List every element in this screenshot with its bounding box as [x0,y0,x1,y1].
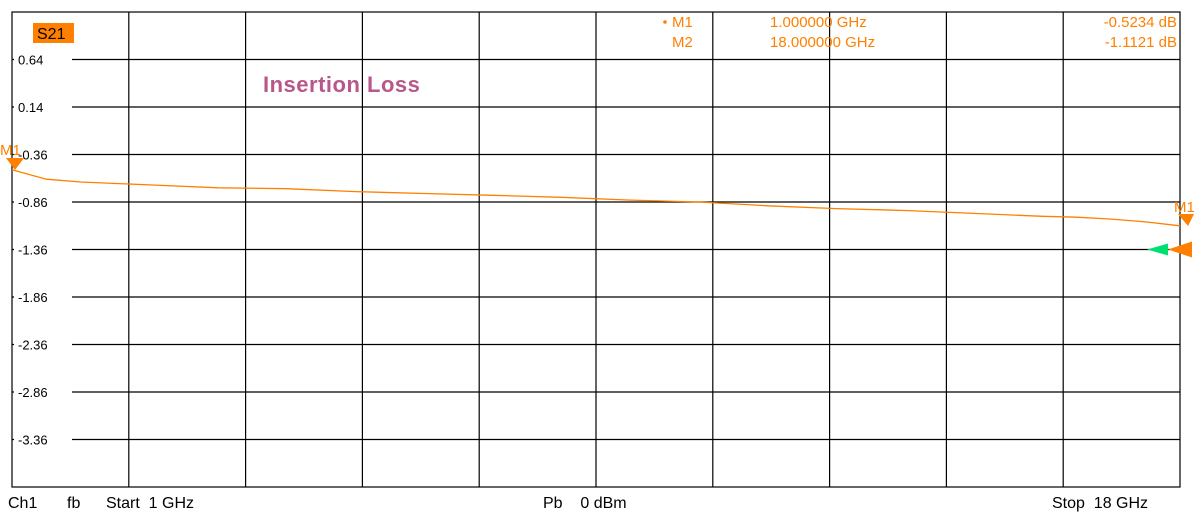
marker-readout: M1 1.000000 GHz -0.5234 dB M2 18.000000 GHz -… [663,14,1177,51]
tick-label-background [14,384,72,400]
y-tick-label: 0.64 [18,53,43,68]
marker-readout-label: M1 [672,14,693,31]
tick-label-background [14,51,72,68]
trace-badge[interactable]: S21 [33,23,74,43]
marker-readout-frequency: 1.000000 GHz [770,14,867,31]
marker-m2-triangle[interactable] [1178,213,1194,226]
marker-readout-value: -0.5234 dB [1104,14,1177,31]
power-level: Pb 0 dBm [543,495,627,512]
trace-group [11,169,1181,227]
marker-m1-triangle[interactable] [6,158,24,171]
marker-group: M1 M1 [0,142,1194,258]
y-tick-label: -2.86 [18,385,48,400]
y-tick-label: -3.36 [18,433,48,448]
tick-label-background [14,194,72,210]
y-tick-label: -1.36 [18,243,48,258]
reference-level-marker[interactable] [1147,243,1168,256]
marker-edge-tag: M1 [1174,199,1194,216]
y-axis-ticks: 0.64 0.14 -0.36 -0.86 -1.36 -1.86 -2.36 -2.86 -3… [14,51,72,448]
scale-reference-marker[interactable] [1168,241,1192,258]
channel-label: Ch1 [8,495,38,512]
active-marker-dot [663,20,667,24]
tick-label-background [14,146,72,163]
network-analyzer-plot: 0.64 0.14 -0.36 -0.86 -1.36 -1.86 -2.36 -2.86 -3… [0,11,1194,488]
y-tick-label: -0.36 [18,148,48,163]
marker-readout-label: M2 [672,34,693,51]
marker-readout-value: -1.1121 dB [1105,34,1177,51]
trace-line [11,169,1181,227]
y-tick-label: 0.14 [18,100,43,115]
marker-m1-tag: M1 [0,142,21,159]
tick-label-background [14,431,72,448]
chart-annotation: Insertion Loss [263,72,420,97]
tick-label-background [14,336,72,353]
start-frequency: Start 1 GHz [106,495,195,512]
y-tick-label: -0.86 [18,195,48,210]
marker-readout-frequency: 18.000000 GHz [770,34,875,51]
stop-frequency: Stop 18 GHz [1052,495,1149,512]
status-bar: Ch1 fb Start 1 GHz Pb 0 dBm Stop 18 GHz [0,491,1194,516]
tick-label-background [14,241,72,258]
y-tick-label: -1.86 [18,290,48,305]
sweep-mode-label: fb [67,495,81,512]
grid [11,11,1181,488]
tick-label-background [14,99,72,115]
y-tick-label: -2.36 [18,338,48,353]
tick-label-background [14,289,72,305]
trace-name: S21 [37,26,66,43]
